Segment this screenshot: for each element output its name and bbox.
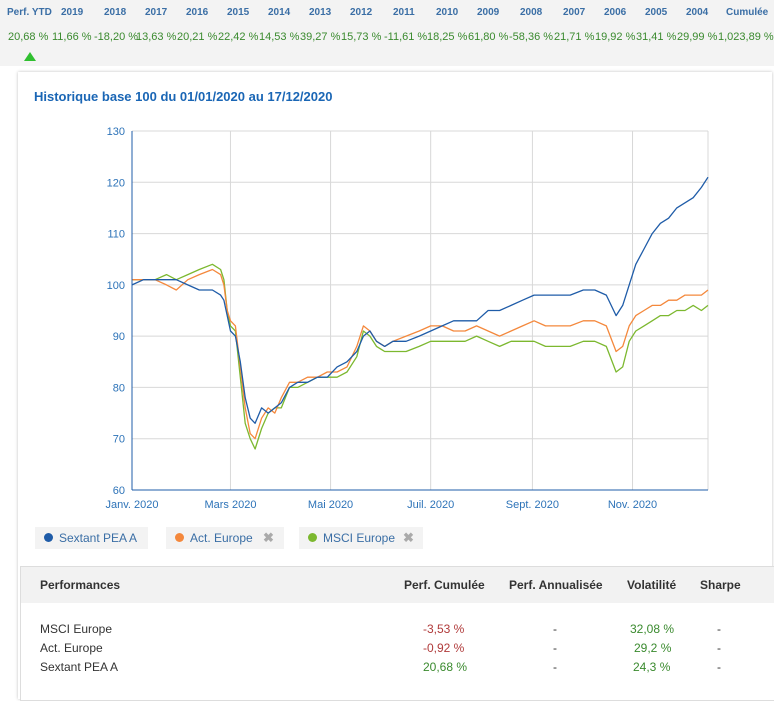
x-tick-label: Mai 2020 [308,499,353,511]
row-sharpe: - [717,622,721,636]
legend-dot-icon [308,533,317,542]
performance-table: Performances Perf. Cumulée Perf. Annuali… [20,566,774,701]
row-perf-annualisee: - [553,641,557,655]
perf-value-year: 22,42 % [218,31,259,43]
perf-value-ytd: 20,68 % [8,31,49,43]
x-tick-label: Nov. 2020 [608,499,657,511]
perf-header-year[interactable]: 2015 [227,7,250,18]
perf-value-year: 15,73 % [341,31,382,43]
perf-header-year[interactable]: 2013 [309,7,332,18]
remove-series-icon[interactable]: ✖ [263,530,274,545]
perf-value-year: 18,25 % [427,31,468,43]
y-axis-ticks: 60 70 80 90 100 110 120 130 [107,126,125,497]
perf-header-year[interactable]: 2004 [686,7,709,18]
column-header-perf-cumulee: Perf. Cumulée [404,578,485,592]
perf-value-year: 19,92 % [595,31,636,43]
legend-label: MSCI Europe [323,531,396,545]
selected-period-arrow-icon [24,52,36,61]
performance-chart-card: Historique base 100 du 01/01/2020 au 17/… [18,72,774,701]
perf-header-year[interactable]: 2007 [563,7,586,18]
perf-header-year[interactable]: 2010 [436,7,459,18]
perf-header-year[interactable]: 2014 [268,7,291,18]
perf-value-cumulee: 1,023,89 % [718,31,774,43]
column-header-performances: Performances [40,578,121,592]
performance-years-header: Perf. YTD 2019 2018 2017 2016 2015 2014 … [0,7,774,25]
perf-value-year: -18,20 % [94,31,139,43]
perf-header-year[interactable]: 2011 [393,7,415,18]
chart-grid [132,130,709,490]
line-chart: 60 70 80 90 100 110 120 130 Janv. 2020 Mars 2020… [105,126,709,511]
y-tick-label: 100 [107,280,125,292]
legend-label: Sextant PEA A [59,531,138,545]
perf-header-year[interactable]: 2005 [645,7,668,18]
perf-header-year[interactable]: 2012 [350,7,373,18]
column-header-volatilite: Volatilité [627,578,677,592]
y-tick-label: 90 [113,331,125,343]
x-tick-label: Juil. 2020 [407,499,454,511]
perf-header-year[interactable]: 2006 [604,7,627,18]
y-tick-label: 60 [113,485,125,497]
perf-value-year: 20,21 % [177,31,218,43]
perf-value-year: 13,63 % [136,31,177,43]
perf-value-year: -58,36 % [509,31,554,43]
x-tick-label: Janv. 2020 [105,499,158,511]
table-header-row: Performances Perf. Cumulée Perf. Annuali… [21,567,774,603]
perf-header-year[interactable]: 2009 [477,7,500,18]
series-line-msci-europe [132,263,709,450]
perf-value-year: -11,61 % [384,31,428,43]
perf-value-year: 21,71 % [554,31,595,43]
perf-value-year: 11,66 % [52,31,92,43]
row-fund-name: Act. Europe [40,641,103,655]
perf-header-year[interactable]: 2018 [104,7,127,18]
perf-value-year: 61,80 % [468,31,509,43]
row-perf-annualisee: - [553,660,557,674]
perf-header-year[interactable]: 2019 [61,7,84,18]
legend-item-act-europe[interactable]: Act. Europe ✖ [166,527,284,549]
perf-value-year: 39,27 % [300,31,341,43]
y-tick-label: 120 [107,177,125,189]
x-tick-label: Mars 2020 [204,499,256,511]
legend-item-sextant-pea-a[interactable]: Sextant PEA A [35,527,148,549]
x-tick-label: Sept. 2020 [506,499,559,511]
perf-header-year[interactable]: 2017 [145,7,168,18]
row-perf-annualisee: - [553,622,557,636]
chart-axes [131,131,708,491]
column-header-sharpe: Sharpe [700,578,741,592]
legend-dot-icon [175,533,184,542]
legend-dot-icon [44,533,53,542]
y-tick-label: 110 [107,229,125,241]
performance-values-row: 20,68 % 11,66 % -18,20 % 13,63 % 20,21 %… [0,31,774,49]
legend-label: Act. Europe [190,531,253,545]
remove-series-icon[interactable]: ✖ [403,530,414,545]
y-tick-label: 130 [107,126,125,138]
row-volatilite: 29,2 % [634,641,672,655]
column-header-perf-annualisee: Perf. Annualisée [509,578,603,592]
perf-value-year: 31,41 % [636,31,677,43]
legend-item-msci-europe[interactable]: MSCI Europe ✖ [299,527,423,549]
row-fund-name: MSCI Europe [40,622,113,636]
perf-header-ytd[interactable]: Perf. YTD [7,7,52,18]
perf-header-year[interactable]: 2016 [186,7,209,18]
row-sharpe: - [717,660,721,674]
x-axis-ticks: Janv. 2020 Mars 2020 Mai 2020 Juil. 2020 Sep… [105,499,657,511]
row-volatilite: 32,08 % [630,622,675,636]
annual-performance-bar: Perf. YTD 2019 2018 2017 2016 2015 2014 … [0,0,774,66]
row-perf-cumulee: 20,68 % [423,660,468,674]
perf-header-year[interactable]: 2008 [520,7,543,18]
series-line-act-europe [132,268,709,440]
row-perf-cumulee: -3,53 % [423,622,465,636]
y-tick-label: 80 [113,382,125,394]
y-tick-label: 70 [113,434,125,446]
perf-value-year: 29,99 % [677,31,718,43]
row-fund-name: Sextant PEA A [40,660,119,674]
row-perf-cumulee: -0,92 % [423,641,465,655]
chart-title: Historique base 100 du 01/01/2020 au 17/… [34,89,333,104]
row-sharpe: - [717,641,721,655]
perf-value-year: 14,53 % [259,31,300,43]
series-line-sextant-pea-a [131,176,709,424]
chart-series [131,176,709,450]
perf-header-cumulee[interactable]: Cumulée [726,7,769,18]
row-volatilite: 24,3 % [633,660,671,674]
